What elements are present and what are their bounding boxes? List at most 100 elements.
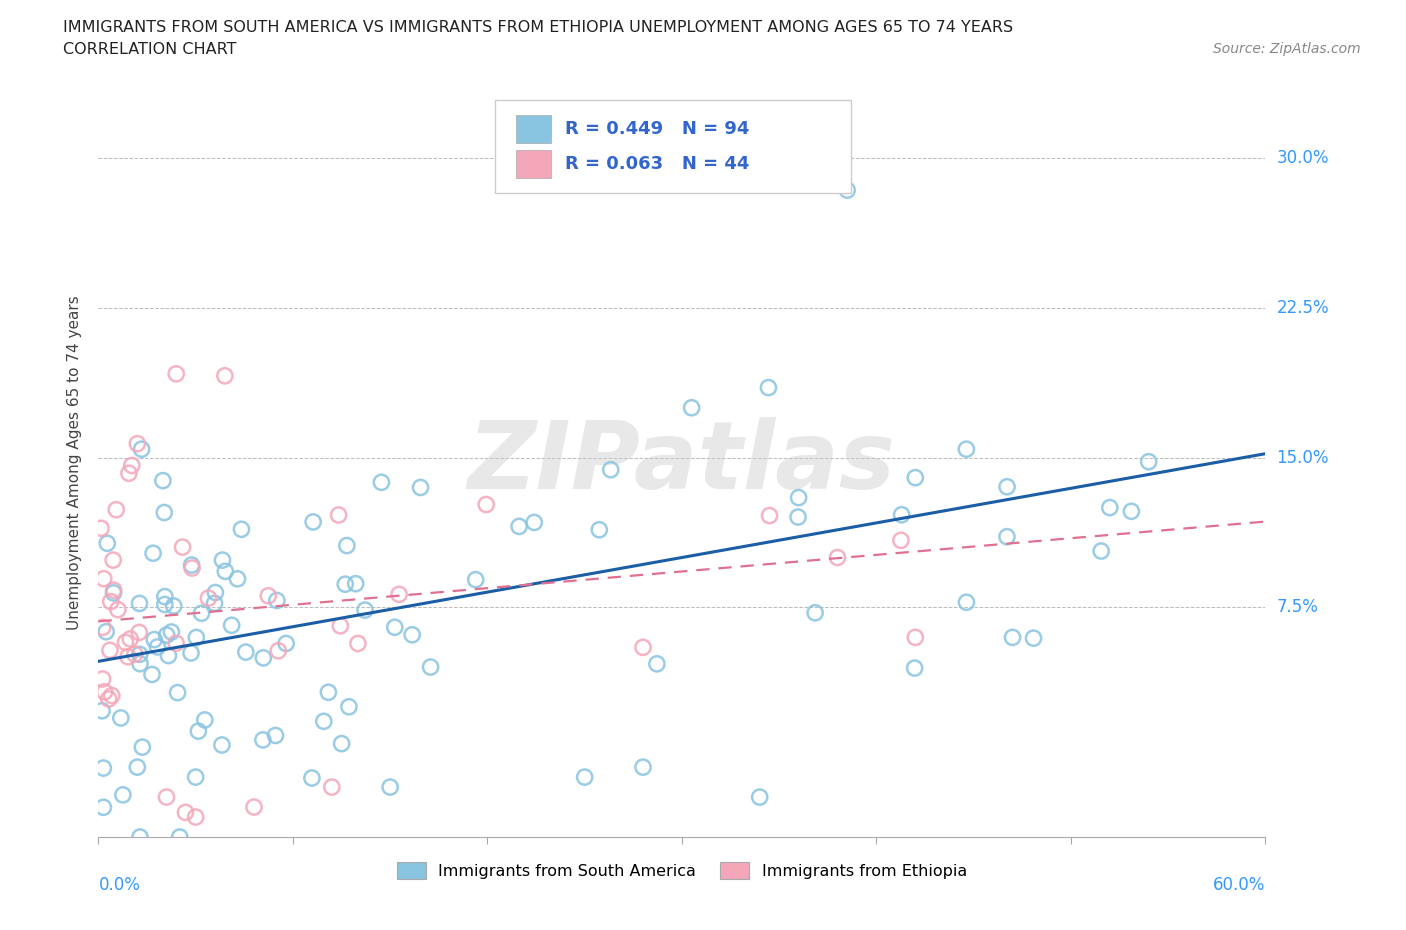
Point	[804, 605, 827, 620]
Point	[166, 685, 188, 700]
Point	[401, 628, 423, 643]
Text: R = 0.449   N = 94: R = 0.449 N = 94	[565, 120, 749, 138]
Point	[93, 761, 115, 776]
FancyBboxPatch shape	[516, 150, 551, 179]
Point	[121, 458, 143, 472]
Point	[103, 586, 125, 601]
Point	[98, 643, 121, 658]
Point	[93, 800, 115, 815]
Point	[204, 596, 226, 611]
Point	[221, 618, 243, 632]
Point	[631, 640, 654, 655]
Point	[388, 587, 411, 602]
Point	[180, 558, 202, 573]
Point	[318, 684, 340, 699]
Point	[370, 475, 392, 490]
Point	[588, 523, 610, 538]
Point	[165, 366, 187, 381]
Point	[169, 830, 191, 844]
Text: 30.0%: 30.0%	[1277, 149, 1329, 167]
Point	[97, 692, 120, 707]
Point	[337, 699, 360, 714]
Point	[336, 538, 359, 553]
Point	[1090, 544, 1112, 559]
Point	[156, 628, 179, 643]
Point	[419, 659, 441, 674]
Point	[124, 646, 146, 661]
Point	[101, 552, 124, 567]
Point	[90, 521, 112, 536]
Point	[118, 466, 141, 481]
Point	[194, 712, 217, 727]
Point	[264, 728, 287, 743]
Point	[129, 657, 152, 671]
Point	[335, 577, 357, 591]
Point	[190, 605, 212, 620]
Point	[890, 508, 912, 523]
Point	[409, 480, 432, 495]
Point	[181, 561, 204, 576]
Text: CORRELATION CHART: CORRELATION CHART	[63, 42, 236, 57]
Point	[96, 624, 118, 639]
Point	[160, 625, 183, 640]
Point	[211, 737, 233, 752]
Point	[172, 539, 194, 554]
Point	[111, 788, 134, 803]
Point	[143, 632, 166, 647]
Point	[827, 550, 849, 565]
Point	[904, 471, 927, 485]
Point	[128, 596, 150, 611]
Point	[142, 546, 165, 561]
Point	[211, 552, 233, 567]
Point	[748, 790, 770, 804]
Point	[129, 830, 152, 844]
Point	[344, 577, 367, 591]
Point	[1001, 630, 1024, 644]
Point	[330, 737, 353, 751]
Point	[1022, 631, 1045, 645]
Point	[231, 522, 253, 537]
Point	[380, 779, 402, 794]
Point	[91, 671, 114, 686]
Point	[226, 571, 249, 586]
Point	[995, 479, 1018, 494]
Point	[955, 442, 977, 457]
Y-axis label: Unemployment Among Ages 65 to 74 years: Unemployment Among Ages 65 to 74 years	[66, 296, 82, 630]
Text: 15.0%: 15.0%	[1277, 448, 1329, 467]
Point	[146, 640, 169, 655]
Point	[153, 597, 176, 612]
Point	[1121, 504, 1143, 519]
Point	[153, 590, 176, 604]
Text: IMMIGRANTS FROM SOUTH AMERICA VS IMMIGRANTS FROM ETHIOPIA UNEMPLOYMENT AMONG AGE: IMMIGRANTS FROM SOUTH AMERICA VS IMMIGRA…	[63, 20, 1014, 35]
Point	[384, 619, 406, 634]
Point	[110, 711, 132, 725]
Point	[243, 800, 266, 815]
Point	[127, 760, 149, 775]
Text: R = 0.063   N = 44: R = 0.063 N = 44	[565, 155, 749, 173]
Point	[100, 594, 122, 609]
Point	[128, 625, 150, 640]
Point	[180, 645, 202, 660]
Point	[214, 368, 236, 383]
Point	[103, 583, 125, 598]
Point	[329, 618, 352, 633]
Text: 22.5%: 22.5%	[1277, 299, 1329, 317]
Point	[153, 505, 176, 520]
Point	[837, 182, 859, 197]
Point	[252, 650, 274, 665]
Point	[155, 790, 177, 804]
Point	[508, 519, 530, 534]
Point	[645, 657, 668, 671]
Point	[117, 649, 139, 664]
Point	[114, 635, 136, 650]
Point	[127, 436, 149, 451]
Point	[101, 688, 124, 703]
FancyBboxPatch shape	[495, 100, 851, 193]
Point	[107, 603, 129, 618]
Point	[257, 589, 280, 604]
Point	[186, 630, 208, 644]
Point	[131, 739, 153, 754]
Point	[890, 533, 912, 548]
FancyBboxPatch shape	[516, 114, 551, 143]
Text: 0.0%: 0.0%	[98, 876, 141, 894]
